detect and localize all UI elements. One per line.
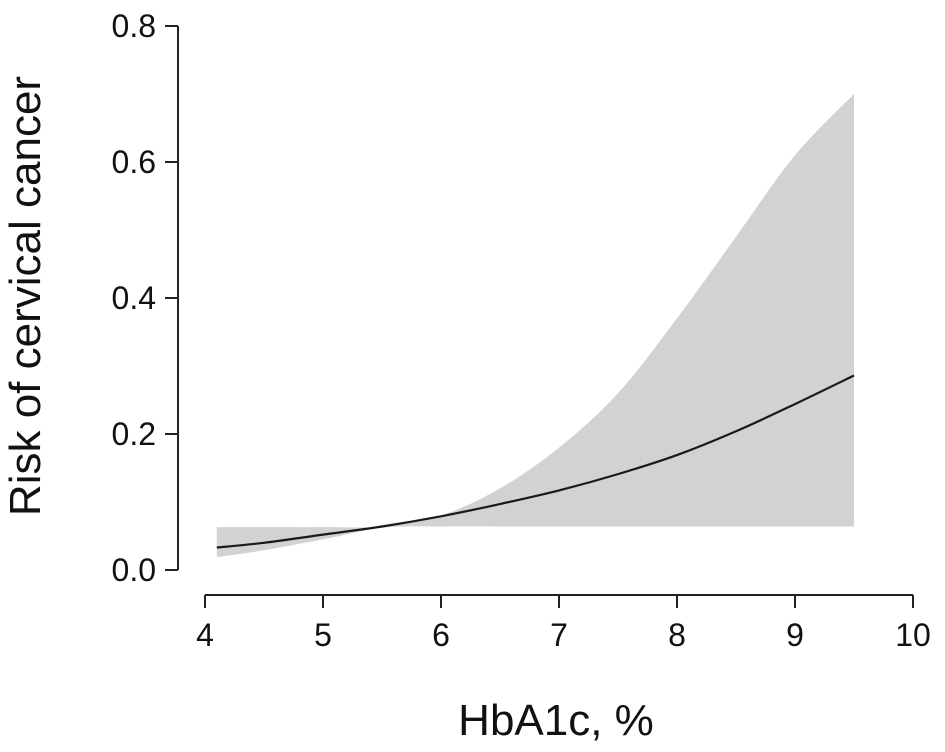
- x-tick-label: 9: [786, 617, 804, 653]
- plot-area: [216, 94, 855, 558]
- y-tick-label: 0.2: [112, 416, 156, 452]
- x-tick-label: 4: [196, 617, 214, 653]
- y-tick-label: 0.4: [112, 280, 156, 316]
- y-axis: 0.0 0.2 0.4 0.6 0.8: [112, 8, 179, 588]
- x-tick-label: 10: [895, 617, 931, 653]
- x-axis: 4 5 6 7 8 9 10: [196, 594, 931, 653]
- y-tick-label: 0.8: [112, 8, 156, 44]
- x-tick-label: 8: [668, 617, 686, 653]
- x-tick-label: 6: [432, 617, 450, 653]
- x-tick-label: 5: [314, 617, 332, 653]
- y-axis-title: Risk of cervical cancer: [1, 76, 50, 516]
- y-tick-label: 0.0: [112, 552, 156, 588]
- x-ticks: 4 5 6 7 8 9 10: [196, 595, 931, 653]
- x-tick-label: 7: [550, 617, 568, 653]
- risk-line: [216, 374, 855, 549]
- y-ticks: 0.0 0.2 0.4 0.6 0.8: [112, 8, 178, 588]
- y-tick-label: 0.6: [112, 144, 156, 180]
- confidence-band: [216, 94, 855, 558]
- x-axis-title: HbA1c, %: [458, 696, 654, 745]
